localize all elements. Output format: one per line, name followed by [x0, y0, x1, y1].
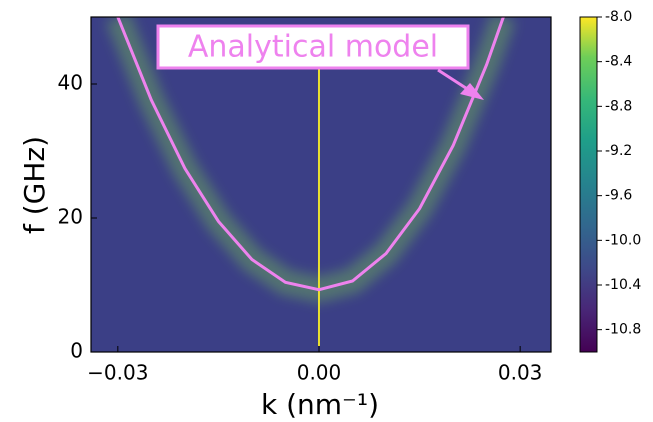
x-axis-label: k (nm⁻¹): [261, 388, 379, 421]
colorbar-tick-label: -9.6: [605, 188, 632, 204]
colorbar-tick-label: -8.4: [605, 54, 632, 70]
annotation-box: [156, 24, 470, 70]
colorbar-tick-label: -8.8: [605, 98, 632, 114]
y-tick-label: 40: [58, 71, 83, 95]
x-tick-label: 0.03: [498, 361, 543, 385]
colorbar-tick-label: -9.2: [605, 143, 632, 159]
arrow-head: [460, 83, 484, 100]
y-axis-label: f (GHz): [18, 136, 51, 234]
y-tick-label: 20: [58, 205, 83, 229]
colorbar-tick-label: -10.8: [605, 322, 641, 338]
colorbar-tick-label: -10.0: [605, 232, 641, 248]
analytical-curve: [116, 17, 505, 292]
x-tick-label: 0.00: [297, 361, 342, 385]
colorbar-tick-label: -8.0: [605, 9, 632, 25]
plot-frame: [90, 16, 552, 353]
colorbar: [579, 16, 598, 353]
plot-area: [105, 17, 516, 346]
colorbar-tick-label: -10.4: [605, 277, 641, 293]
y-tick-label: 0: [70, 339, 83, 363]
x-tick-label: −0.03: [87, 361, 148, 385]
annotation: Analytical model: [188, 30, 438, 65]
